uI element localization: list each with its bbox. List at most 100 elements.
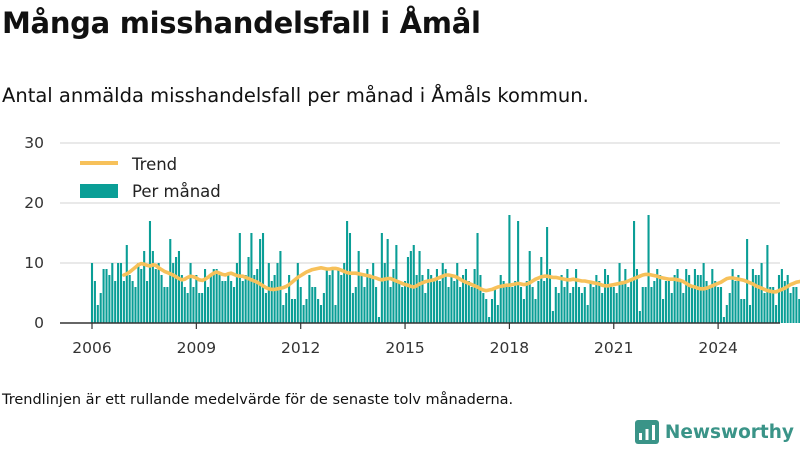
bar	[496, 305, 499, 323]
x-tick-label: 2009	[177, 339, 216, 357]
bar	[676, 269, 679, 323]
bar	[270, 281, 273, 323]
y-tick-label: 0	[34, 314, 44, 332]
bar	[566, 269, 569, 323]
bar	[114, 281, 117, 323]
bar	[247, 257, 250, 323]
bar	[317, 299, 320, 323]
bar	[177, 251, 181, 323]
bar	[363, 287, 366, 323]
legend: Trend Per månad	[80, 155, 221, 201]
bar	[624, 269, 627, 323]
bar	[618, 263, 621, 323]
bar	[650, 287, 653, 323]
bar	[615, 293, 618, 323]
bar	[708, 287, 711, 323]
bar	[453, 281, 456, 323]
bar	[461, 275, 465, 323]
bar	[464, 269, 467, 323]
bar	[140, 269, 143, 323]
bar	[189, 263, 192, 323]
bar	[134, 287, 137, 323]
bar	[459, 287, 462, 323]
bar	[577, 287, 581, 323]
bar	[311, 287, 314, 323]
bar	[725, 305, 728, 323]
bar	[557, 293, 560, 323]
bar	[351, 293, 354, 323]
bar	[783, 281, 786, 323]
bar	[508, 215, 511, 323]
bar	[299, 287, 302, 323]
bar	[293, 299, 296, 323]
bar	[705, 281, 708, 323]
bar	[795, 287, 798, 323]
bar	[604, 269, 607, 323]
bar	[412, 245, 415, 323]
bar	[714, 281, 717, 323]
bar	[493, 287, 496, 323]
bar	[482, 293, 485, 323]
x-tick-label: 2015	[385, 339, 424, 357]
bar	[647, 215, 650, 323]
bar	[264, 293, 267, 323]
newsworthy-logo: Newsworthy	[634, 420, 794, 444]
bar	[519, 287, 523, 323]
bar	[777, 275, 781, 323]
legend-swatch-per-manad	[80, 184, 118, 198]
bar	[131, 281, 134, 323]
bar	[172, 263, 175, 323]
bar	[166, 287, 169, 323]
bar	[722, 317, 725, 323]
bar	[554, 287, 557, 323]
bar	[583, 287, 586, 323]
bar	[479, 275, 482, 323]
bar	[337, 269, 340, 323]
bar	[406, 257, 409, 323]
bar	[360, 275, 363, 323]
bar	[598, 281, 601, 323]
bar	[125, 245, 128, 323]
bar	[488, 317, 491, 323]
bar	[728, 293, 731, 323]
bar	[99, 293, 102, 323]
bar	[560, 275, 563, 323]
bar	[754, 275, 757, 323]
logo-text: Newsworthy	[664, 421, 794, 443]
bar	[322, 293, 325, 323]
bar	[662, 299, 665, 323]
bar	[435, 269, 438, 323]
bar	[551, 311, 554, 323]
bar	[670, 293, 673, 323]
bar	[470, 287, 473, 323]
bar-series	[90, 215, 800, 323]
bar	[447, 287, 450, 323]
bar	[679, 281, 682, 323]
x-tick-label: 2006	[72, 339, 111, 357]
bar	[218, 275, 221, 323]
bar	[227, 275, 230, 323]
bar	[763, 293, 766, 323]
bar	[693, 269, 696, 323]
bar	[308, 275, 311, 323]
bar	[505, 287, 508, 323]
bar	[348, 233, 352, 323]
bar	[244, 275, 247, 323]
bar	[122, 281, 125, 323]
bar	[606, 275, 610, 323]
bar	[375, 287, 378, 323]
bar	[180, 275, 183, 323]
bar	[357, 251, 360, 323]
bar	[789, 293, 792, 323]
bar	[572, 287, 575, 323]
bar	[96, 305, 99, 323]
bar	[212, 269, 215, 323]
bar	[186, 293, 189, 323]
bar	[792, 287, 795, 323]
bar	[699, 275, 702, 323]
bar	[757, 275, 760, 323]
bar	[221, 281, 224, 323]
bar	[241, 281, 244, 323]
bar	[621, 281, 624, 323]
bar	[192, 287, 195, 323]
